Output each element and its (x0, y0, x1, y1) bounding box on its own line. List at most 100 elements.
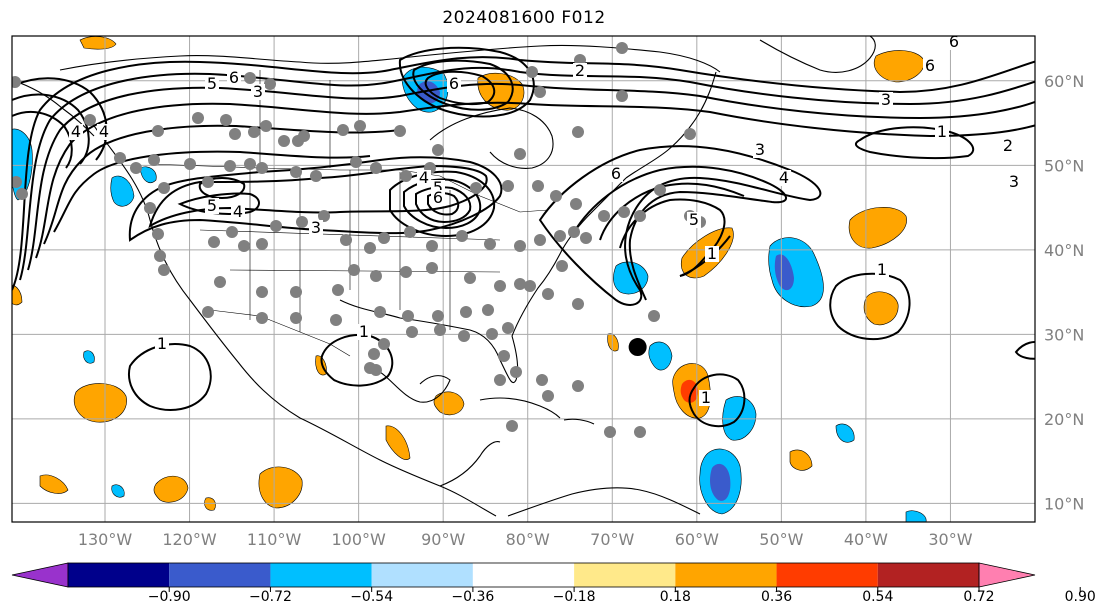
station-dot (270, 220, 282, 232)
latitude-label: 40°N (1044, 241, 1084, 260)
contour-value-label: 3 (253, 82, 263, 101)
contour-label-bg (947, 36, 961, 50)
coastline-central-america (439, 441, 501, 487)
colorbar-outline (67, 562, 980, 588)
station-dot (256, 312, 268, 324)
colorbar-segment (877, 563, 979, 587)
contour-line (403, 178, 482, 230)
station-dot (394, 125, 406, 137)
contour-value-label: 4 (779, 168, 789, 187)
contour-label-bg (97, 124, 111, 140)
colorbar-max-extension (978, 562, 1036, 588)
station-dot (148, 154, 160, 166)
station-dot (368, 348, 380, 360)
station-dot (432, 310, 444, 322)
station-dot (506, 420, 518, 432)
station-dot (158, 182, 170, 194)
station-dot (214, 276, 226, 288)
shade-cyan (110, 175, 135, 207)
station-dot (604, 426, 616, 438)
contour-line (19, 66, 1035, 281)
station-dot (224, 160, 236, 172)
station-dot (542, 390, 554, 402)
contour-value-label: 3 (755, 140, 765, 159)
station-dot (256, 286, 268, 298)
shade-orange (385, 425, 411, 460)
contour-value-label: 4 (71, 122, 81, 141)
station-dot (580, 232, 592, 244)
contour-line (12, 77, 108, 161)
station-dot (310, 170, 322, 182)
colorbar-segment (776, 563, 878, 587)
station-dot (114, 152, 126, 164)
station-dot (84, 114, 96, 126)
station-dot (378, 338, 390, 350)
shade-cyan (111, 484, 125, 498)
station-dot (340, 234, 352, 246)
station-dot (364, 242, 376, 254)
shade-orange (433, 391, 465, 416)
station-dot (456, 230, 468, 242)
contour-label-bg (609, 166, 623, 182)
latitude-label: 30°N (1044, 325, 1084, 344)
station-dot (542, 288, 554, 300)
station-dot (12, 176, 22, 188)
station-dot (494, 374, 506, 386)
shade-orange (863, 291, 899, 326)
colorbar-tick-label: −0.72 (249, 589, 292, 605)
station-dot (400, 170, 412, 182)
shade-red (680, 379, 698, 403)
contour-label-bg (753, 142, 767, 158)
station-dot (598, 210, 610, 222)
station-dot (154, 250, 166, 262)
contour-label-bg (155, 336, 169, 352)
contour-value-label: 1 (877, 260, 887, 279)
longitude-label: 100°W (331, 530, 386, 549)
coastline-yucatan (379, 371, 451, 403)
station-dot (350, 156, 362, 168)
contour-value-label: 2 (575, 61, 585, 80)
longitude-label: 130°W (78, 530, 133, 549)
station-dot (152, 125, 164, 137)
station-dot (634, 210, 646, 222)
station-dot (402, 310, 414, 322)
shade-cyan (835, 423, 855, 443)
station-dot (378, 232, 390, 244)
shade-orange (874, 50, 925, 83)
station-dot (290, 166, 302, 178)
contour-label-bg (935, 124, 949, 140)
contour-label-bg (777, 170, 791, 186)
contour-line (688, 373, 746, 428)
station-dot (464, 272, 476, 284)
shade-orange (79, 36, 117, 50)
contour-label-bg (687, 212, 701, 228)
contour-value-label: 4 (233, 202, 243, 221)
station-dot (494, 280, 506, 292)
coastlines (12, 36, 876, 517)
border-states-5 (229, 269, 501, 273)
station-dot (158, 264, 170, 276)
station-dot (12, 76, 21, 88)
contour-label-bg (879, 92, 893, 108)
longitude-label: 80°W (506, 530, 550, 549)
contour-label-bg (357, 324, 371, 340)
coastline-hispaniola (563, 418, 595, 425)
contour-label-bg (447, 76, 461, 92)
longitude-label: 60°W (675, 530, 719, 549)
contour-value-label: 6 (229, 68, 239, 87)
contour-label-bg (251, 84, 265, 100)
colorbar-min-extension (11, 562, 69, 588)
station-dot (486, 328, 498, 340)
station-dot (534, 86, 546, 98)
contour-labels: 56344265434566266312334511111 (69, 36, 1021, 407)
station-dot (404, 226, 416, 238)
station-dot (484, 238, 496, 250)
station-dot (264, 78, 276, 90)
station-dot (400, 266, 412, 278)
colorbar (11, 562, 1036, 588)
latitude-labels: 60°N 50°N 40°N 30°N 20°N 10°N (1044, 72, 1084, 514)
station-dot (460, 306, 472, 318)
longitude-labels: 130°W 120°W 110°W 100°W 90°W 80°W 70°W 60°W 50°W… (78, 530, 973, 549)
contour-value-label: 3 (1009, 172, 1019, 191)
contour-label-bg (573, 63, 587, 79)
